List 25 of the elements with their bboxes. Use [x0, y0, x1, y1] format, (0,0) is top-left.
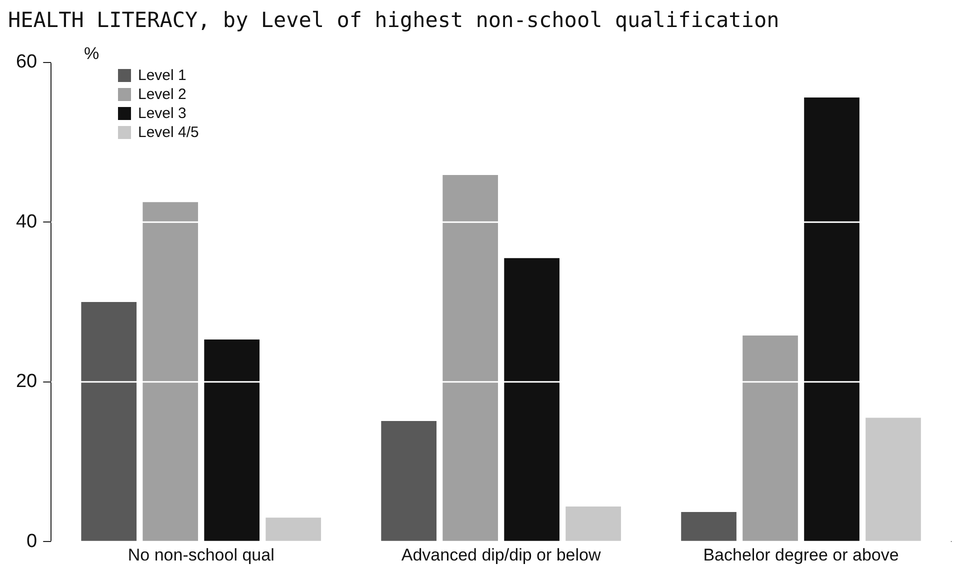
y-tick-label: 40 — [16, 211, 38, 232]
y-tick-label: 0 — [26, 530, 38, 552]
bar — [381, 421, 436, 542]
bar — [742, 336, 798, 542]
x-tick-label: Advanced dip/dip or below — [401, 545, 602, 564]
x-tick-label: No non-school qual — [128, 545, 274, 564]
bar — [866, 418, 921, 542]
bar — [142, 202, 198, 542]
legend-label: Level 3 — [138, 105, 186, 122]
legend-label: Level 1 — [138, 67, 186, 84]
y-tick-label: 60 — [16, 52, 38, 73]
x-tick-label: Bachelor degree or above — [703, 545, 899, 564]
y-axis-title: % — [84, 44, 100, 64]
bar — [504, 258, 560, 542]
legend-label: Level 2 — [138, 86, 186, 103]
bar — [204, 340, 260, 542]
bar — [681, 512, 736, 542]
bar — [804, 98, 860, 542]
bar — [442, 175, 498, 542]
legend-label: Level 4/5 — [138, 124, 199, 141]
bar — [81, 302, 137, 542]
bar — [566, 506, 621, 542]
bar — [266, 518, 322, 542]
y-tick-label: 20 — [16, 371, 38, 392]
chart-title: HEALTH LITERACY, by Level of highest non-school qualification — [8, 8, 780, 32]
